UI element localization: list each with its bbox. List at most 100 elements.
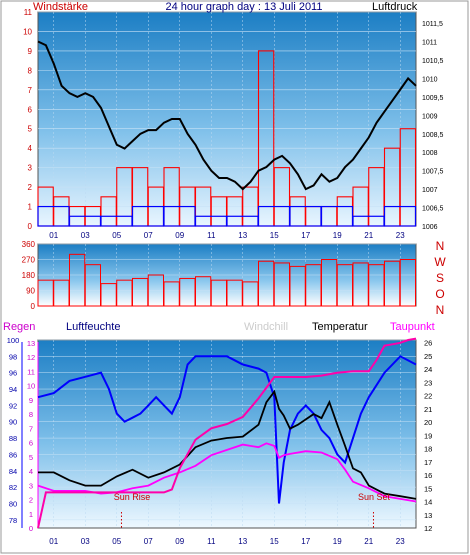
wind-tick-label: 11 [24, 8, 33, 17]
humidity-line [37, 355, 417, 504]
pressure-tick-label: 1007 [422, 187, 438, 194]
rain-tick-label: 0 [29, 524, 33, 533]
wind-tick-label: 10 [23, 27, 32, 36]
humidity-tick-label: 96 [9, 369, 17, 378]
temperature-tick-label: 14 [424, 498, 432, 507]
data-marks [37, 40, 417, 529]
humidity-tick-label: 90 [9, 418, 17, 427]
rain-tick-label: 5 [29, 453, 33, 462]
compass-label-n-bottom: N [436, 303, 445, 317]
pressure-tick-label: 1011 [422, 40, 437, 47]
windchill-label: Windchill [244, 321, 288, 333]
direction-tick-label: 270 [22, 256, 36, 265]
humidity-tick-label: 92 [9, 401, 17, 410]
wind-tick-label: 9 [28, 47, 33, 56]
direction-tick-label: 180 [22, 271, 36, 280]
rain-tick-label: 11 [27, 367, 35, 376]
temperature-line [38, 389, 417, 500]
hour-tick-label: 19 [333, 231, 342, 240]
humidity-tick-label: 78 [9, 516, 17, 525]
hour-tick-label: 15 [270, 537, 279, 546]
hour-tick-label: 03 [81, 537, 90, 546]
rain-tick-label: 13 [27, 339, 35, 348]
hour-tick-label: 05 [112, 231, 121, 240]
hour-tick-label: 01 [49, 231, 58, 240]
humidity-tick-label: 80 [9, 499, 17, 508]
hour-tick-label: 23 [396, 537, 405, 546]
wind-tick-label: 0 [28, 222, 33, 231]
hour-tick-label: 17 [301, 537, 310, 546]
pressure-tick-label: 1008 [422, 150, 438, 157]
wind-tick-label: 8 [28, 66, 33, 75]
gust-bar [383, 205, 417, 227]
sun-set-annotation: Sun Set [358, 492, 391, 502]
pressure-line [37, 40, 417, 191]
temperature-tick-label: 20 [424, 418, 432, 427]
direction-tick-label: 90 [26, 287, 35, 296]
temperature-tick-label: 22 [424, 392, 432, 401]
humidity-tick-label: 98 [9, 352, 17, 361]
tick-labels: 0123456789101110061006,510071007,5100810… [7, 8, 444, 546]
compass-label-o: O [435, 287, 444, 301]
rain-tick-label: 1 [29, 510, 33, 519]
hour-tick-label: 21 [364, 231, 373, 240]
wind-tick-label: 2 [28, 183, 33, 192]
pressure-tick-label: 1010,5 [422, 58, 444, 65]
rain-tick-label: 6 [29, 439, 33, 448]
hour-tick-label: 17 [301, 231, 310, 240]
temperature-tick-label: 26 [424, 339, 432, 348]
wind-tick-label: 4 [28, 144, 33, 153]
humidity-tick-label: 82 [9, 483, 17, 492]
wind-strength-label: Windstärke [33, 1, 88, 13]
hour-tick-label: 01 [49, 537, 58, 546]
temperature-tick-label: 17 [424, 458, 432, 467]
pressure-tick-label: 1008,5 [422, 132, 444, 139]
humidity-tick-label: 100 [7, 336, 20, 345]
sun-rise-annotation: Sun Rise [114, 492, 151, 502]
rain-label: Regen [3, 321, 35, 333]
humidity-tick-label: 94 [9, 385, 17, 394]
hour-tick-label: 09 [175, 231, 184, 240]
hour-tick-label: 21 [364, 537, 373, 546]
wind-tick-label: 7 [28, 86, 33, 95]
rain-tick-label: 3 [29, 481, 33, 490]
hour-tick-label: 13 [238, 231, 247, 240]
temperature-tick-label: 24 [424, 365, 432, 374]
pressure-tick-label: 1010 [422, 76, 438, 83]
dewpoint-label: Taupunkt [390, 321, 435, 333]
temperature-tick-label: 23 [424, 378, 432, 387]
hour-tick-label: 07 [144, 231, 153, 240]
hour-tick-label: 23 [396, 231, 405, 240]
wind-tick-label: 1 [28, 203, 33, 212]
rain-tick-label: 10 [27, 382, 35, 391]
pressure-tick-label: 1006,5 [422, 206, 444, 213]
rain-tick-label: 7 [29, 424, 33, 433]
hour-tick-label: 13 [238, 537, 247, 546]
temperature-tick-label: 21 [424, 405, 432, 414]
pressure-tick-label: 1007,5 [422, 169, 444, 176]
rain-tick-label: 9 [29, 396, 33, 405]
humidity-tick-label: 88 [9, 434, 17, 443]
temperature-label: Temperatur [312, 321, 368, 333]
hour-tick-label: 03 [81, 231, 90, 240]
wind-pressure-plot-area [37, 11, 417, 227]
humidity-tick-label: 84 [9, 467, 17, 476]
temperature-tick-label: 18 [424, 445, 432, 454]
compass-label-s: S [436, 271, 444, 285]
wind-tick-label: 6 [28, 105, 33, 114]
temperature-tick-label: 13 [424, 511, 432, 520]
hour-tick-label: 09 [175, 537, 184, 546]
temperature-tick-label: 16 [424, 471, 432, 480]
compass-label-n-top: N [436, 239, 445, 253]
wind-tick-label: 5 [28, 125, 33, 134]
compass-label-w: W [434, 255, 446, 269]
hour-tick-label: 11 [207, 537, 216, 546]
hour-tick-label: 05 [112, 537, 121, 546]
direction-tick-label: 360 [22, 240, 36, 249]
hour-tick-label: 15 [270, 231, 279, 240]
rain-tick-label: 2 [29, 496, 33, 505]
wind-tick-label: 3 [28, 164, 33, 173]
temperature-tick-label: 12 [424, 524, 432, 533]
